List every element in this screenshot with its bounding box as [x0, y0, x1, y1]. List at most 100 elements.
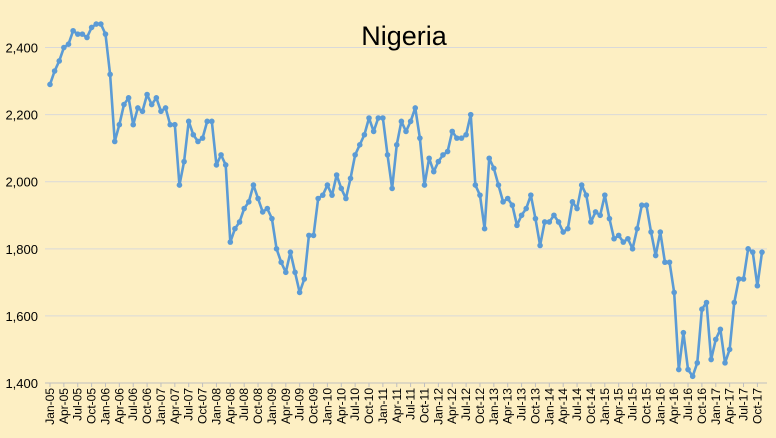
x-tick-label: Apr-06 — [112, 388, 126, 424]
data-point — [749, 249, 756, 255]
data-point — [699, 306, 705, 313]
data-point — [227, 239, 234, 245]
data-point — [361, 131, 368, 138]
data-point — [61, 44, 67, 51]
x-tick-label: Oct-17 — [750, 388, 764, 424]
data-point — [269, 215, 275, 222]
data-point — [296, 289, 303, 296]
x-tick-label: Apr-07 — [168, 388, 182, 424]
x-tick-label: Jan-09 — [265, 388, 279, 425]
data-point — [255, 195, 261, 202]
data-point — [347, 175, 354, 182]
y-tick-label: 1,600 — [5, 309, 38, 324]
data-point — [93, 21, 100, 27]
data-point — [620, 239, 627, 245]
x-tick-label: Oct-13 — [528, 388, 542, 424]
data-point — [167, 121, 174, 128]
data-point — [463, 131, 469, 138]
x-tick-label: Jul-10 — [348, 388, 362, 421]
data-point — [204, 118, 210, 125]
x-tick-label: Jan-17 — [709, 388, 723, 425]
data-point — [597, 212, 603, 219]
data-point — [135, 105, 141, 111]
data-point — [412, 105, 419, 111]
x-tick-label: Apr-12 — [445, 388, 459, 424]
x-tick-label: Oct-12 — [473, 388, 487, 424]
data-point — [532, 215, 539, 222]
data-point — [421, 182, 428, 188]
data-point — [694, 360, 701, 366]
data-point — [79, 31, 86, 37]
data-point — [209, 118, 215, 125]
data-point — [56, 58, 63, 64]
data-point — [712, 336, 719, 343]
x-tick-label: Jan-13 — [487, 388, 501, 425]
data-point — [634, 225, 640, 232]
x-tick-label: Jul-15 — [626, 388, 640, 421]
y-tick-label: 1,400 — [5, 376, 38, 391]
data-point — [144, 91, 150, 98]
x-tick-label: Jan-11 — [376, 388, 390, 424]
data-point — [726, 346, 733, 353]
x-tick-label: Oct-11 — [417, 388, 431, 423]
data-point — [666, 259, 673, 266]
data-point — [541, 219, 548, 225]
x-tick-label: Oct-10 — [362, 388, 376, 424]
x-tick-label: Jul-14 — [570, 388, 584, 421]
data-point — [722, 360, 728, 366]
data-point — [680, 329, 687, 336]
x-tick-label: Oct-14 — [584, 388, 598, 424]
data-point — [638, 202, 645, 209]
data-point — [426, 155, 432, 162]
x-tick-label: Apr-09 — [279, 388, 293, 424]
data-point — [176, 182, 183, 188]
data-point — [407, 118, 414, 125]
data-point — [745, 246, 751, 252]
x-tick-label: Oct-09 — [307, 388, 321, 424]
data-point — [657, 229, 664, 235]
data-point — [518, 212, 525, 219]
x-tick-label: Jan-06 — [98, 388, 112, 425]
data-point — [648, 229, 654, 235]
data-point — [65, 41, 72, 47]
data-point — [213, 162, 220, 168]
data-point — [551, 212, 557, 219]
x-tick-label: Jul-11 — [404, 388, 418, 420]
data-point — [111, 138, 118, 145]
x-tick-label: Apr-17 — [723, 388, 737, 424]
x-tick-label: Apr-14 — [556, 388, 570, 424]
data-point — [366, 115, 372, 121]
x-tick-label: Jan-16 — [653, 388, 667, 425]
y-tick-label: 1,800 — [5, 242, 38, 257]
data-point — [70, 27, 76, 34]
data-point — [569, 199, 576, 205]
data-point — [736, 276, 742, 282]
data-point — [703, 299, 710, 306]
x-tick-label: Jul-07 — [182, 388, 196, 421]
data-point — [444, 148, 451, 155]
data-point — [375, 115, 382, 121]
x-tick-label: Jan-14 — [542, 388, 556, 425]
data-point — [250, 182, 257, 188]
data-point — [107, 71, 113, 78]
x-tick-label: Oct-08 — [251, 388, 265, 424]
x-tick-label: Apr-08 — [223, 388, 237, 424]
data-point — [241, 205, 247, 212]
data-point — [232, 225, 238, 232]
data-point — [417, 135, 423, 141]
data-point — [393, 142, 400, 148]
data-point — [333, 172, 340, 178]
x-tick-label: Jul-17 — [737, 388, 751, 421]
data-point — [310, 232, 317, 239]
data-point — [218, 152, 224, 158]
data-point — [731, 299, 738, 306]
data-point — [537, 242, 543, 249]
y-axis-ticks: 1,400 1,600 1,800 2,000 2,200 2,400 — [5, 41, 38, 391]
data-point — [565, 225, 571, 232]
x-tick-label: Jan-07 — [154, 388, 168, 425]
data-point — [278, 259, 284, 266]
data-point — [481, 225, 488, 232]
data-point — [199, 135, 206, 141]
data-point — [121, 101, 127, 108]
data-point — [306, 232, 312, 239]
